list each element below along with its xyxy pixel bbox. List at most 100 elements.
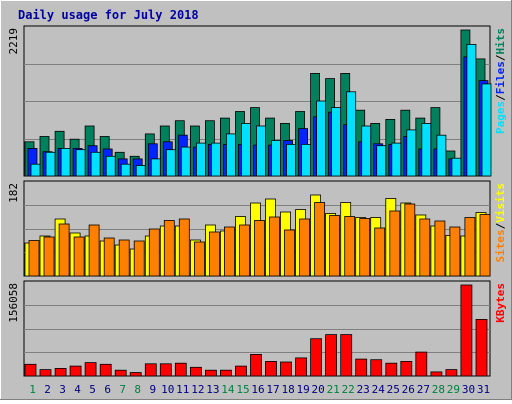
bar-sites-day-5 bbox=[88, 224, 100, 277]
bar-pages-day-1 bbox=[30, 163, 41, 177]
bar-kbytes-day-1 bbox=[24, 363, 37, 377]
x-tick-label-day-19: 19 bbox=[296, 383, 309, 396]
bar-kbytes-day-20 bbox=[310, 338, 323, 377]
bar-kbytes-day-5 bbox=[84, 362, 97, 377]
bar-kbytes-day-18 bbox=[280, 361, 292, 377]
x-tick-label-day-11: 11 bbox=[176, 383, 189, 396]
x-tick-label-day-28: 28 bbox=[432, 383, 445, 396]
bar-kbytes-day-30 bbox=[460, 284, 473, 377]
bar-pages-day-8 bbox=[135, 165, 146, 177]
x-tick-label-day-4: 4 bbox=[74, 383, 81, 396]
bar-sites-day-18 bbox=[284, 229, 295, 277]
bar-pages-day-13 bbox=[210, 142, 221, 177]
bar-kbytes-day-22 bbox=[340, 334, 353, 377]
legend-visits-sites: Sites/Visits bbox=[494, 183, 507, 263]
bar-kbytes-day-12 bbox=[189, 366, 202, 377]
x-tick-label-day-12: 12 bbox=[191, 383, 204, 396]
bar-sites-day-19 bbox=[299, 218, 311, 277]
x-tick-label-day-2: 2 bbox=[44, 383, 51, 396]
x-tick-label-day-31: 31 bbox=[477, 383, 490, 396]
bar-sites-day-10 bbox=[163, 220, 175, 277]
bar-pages-day-20 bbox=[316, 100, 327, 177]
bar-pages-day-26 bbox=[406, 129, 417, 177]
bar-kbytes-day-21 bbox=[325, 334, 338, 377]
chart-title: Daily usage for July 2018 bbox=[18, 8, 199, 22]
bar-sites-day-22 bbox=[344, 216, 356, 277]
bar-kbytes-day-14 bbox=[219, 369, 232, 377]
bar-pages-day-4 bbox=[75, 149, 86, 177]
bar-sites-day-26 bbox=[404, 203, 416, 277]
x-tick-label-day-10: 10 bbox=[161, 383, 174, 396]
bar-pages-day-30 bbox=[466, 44, 477, 177]
bar-pages-day-17 bbox=[271, 140, 281, 177]
bar-sites-day-15 bbox=[239, 224, 250, 277]
x-tick-label-day-15: 15 bbox=[236, 383, 249, 396]
bar-pages-day-18 bbox=[286, 143, 296, 177]
bar-kbytes-day-3 bbox=[54, 367, 67, 377]
legend-separator: / bbox=[494, 222, 507, 229]
x-tick-label-day-3: 3 bbox=[59, 383, 66, 396]
bar-sites-day-21 bbox=[329, 215, 341, 277]
bar-sites-day-9 bbox=[148, 228, 160, 277]
bar-kbytes-day-19 bbox=[295, 357, 308, 377]
x-tick-label-day-13: 13 bbox=[206, 383, 219, 396]
legend-item-sites: Sites bbox=[494, 229, 507, 262]
x-tick-label-day-30: 30 bbox=[462, 383, 475, 396]
bar-kbytes-day-27 bbox=[415, 351, 428, 377]
bar-sites-day-1 bbox=[28, 240, 40, 277]
bar-sites-day-17 bbox=[269, 216, 280, 277]
bar-pages-day-22 bbox=[346, 91, 357, 177]
legend-item-kbytes: KBytes bbox=[494, 283, 507, 323]
bar-pages-day-28 bbox=[436, 134, 447, 177]
bar-sites-day-8 bbox=[133, 240, 145, 277]
bar-kbytes-day-10 bbox=[159, 363, 172, 377]
bar-sites-day-14 bbox=[223, 226, 235, 277]
bar-kbytes-day-31 bbox=[475, 318, 488, 377]
bar-sites-day-4 bbox=[73, 236, 85, 277]
panel-kbytes: 156058 KBytes bbox=[7, 280, 507, 377]
bar-pages-day-21 bbox=[331, 107, 342, 177]
bar-sites-day-30 bbox=[464, 217, 476, 277]
bar-kbytes-day-6 bbox=[99, 363, 112, 377]
legend-item-hits: Hits bbox=[494, 28, 507, 55]
bar-sites-day-25 bbox=[389, 210, 401, 277]
bar-pages-day-12 bbox=[195, 142, 206, 177]
bar-pages-day-5 bbox=[90, 151, 101, 177]
bar-kbytes-day-16 bbox=[250, 353, 262, 377]
bar-pages-day-25 bbox=[391, 142, 402, 177]
panel-visits-sites: 182 Sites/Visits bbox=[7, 180, 507, 277]
legend-hits-files-pages: Pages/Files/Hits bbox=[494, 28, 507, 134]
x-tick-label-day-21: 21 bbox=[327, 383, 340, 396]
x-tick-label-day-7: 7 bbox=[119, 383, 126, 396]
x-axis-labels: 1 2 3 4 5 6 7 8 9 10 11 12 13 14 15 16 17 18 19 20 21 22 23 24 2… bbox=[29, 383, 490, 396]
bar-kbytes-day-7 bbox=[114, 369, 127, 377]
legend-separator: / bbox=[494, 54, 507, 61]
bar-kbytes-day-26 bbox=[400, 360, 413, 377]
x-tick-label-day-24: 24 bbox=[372, 383, 386, 396]
bar-kbytes-day-13 bbox=[204, 369, 217, 377]
bar-kbytes-day-28 bbox=[430, 371, 443, 377]
x-tick-label-day-20: 20 bbox=[311, 383, 324, 396]
bar-sites-day-16 bbox=[254, 220, 265, 277]
bar-kbytes-day-17 bbox=[265, 360, 277, 377]
bar-pages-day-24 bbox=[376, 145, 387, 177]
bar-kbytes-day-8 bbox=[129, 372, 142, 377]
bar-kbytes-day-15 bbox=[235, 365, 247, 377]
bar-sites-day-28 bbox=[434, 220, 446, 277]
x-tick-label-day-23: 23 bbox=[357, 383, 370, 396]
bar-sites-day-2 bbox=[43, 236, 55, 277]
bar-pages-day-16 bbox=[256, 125, 266, 177]
legend-item-pages: Pages bbox=[494, 101, 507, 134]
bar-kbytes-day-25 bbox=[385, 362, 398, 377]
bar-kbytes-day-29 bbox=[445, 369, 458, 377]
x-tick-label-day-27: 27 bbox=[417, 383, 430, 396]
bar-pages-day-6 bbox=[105, 155, 116, 177]
x-tick-label-day-18: 18 bbox=[281, 383, 294, 396]
x-tick-label-day-14: 14 bbox=[221, 383, 235, 396]
x-tick-label-day-25: 25 bbox=[387, 383, 400, 396]
bar-pages-day-2 bbox=[45, 151, 56, 177]
bar-pages-day-14 bbox=[225, 133, 236, 177]
